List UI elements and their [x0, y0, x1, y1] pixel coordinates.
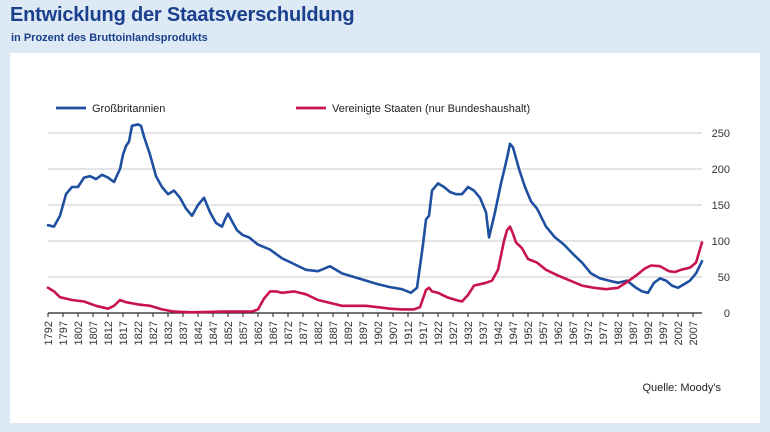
- legend-label: Großbritannien: [92, 103, 165, 115]
- x-tick-label: 1997: [658, 321, 670, 345]
- x-tick-label: 1992: [643, 321, 655, 345]
- x-tick-label: 1882: [313, 321, 325, 345]
- x-tick-label: 1852: [223, 321, 235, 345]
- x-tick-label: 1802: [73, 321, 85, 345]
- x-tick-label: 1942: [493, 321, 505, 345]
- x-tick-label: 1922: [433, 321, 445, 345]
- source-note: Quelle: Moody's: [642, 382, 721, 394]
- y-tick-label: 150: [712, 200, 730, 212]
- x-tick-label: 1987: [628, 321, 640, 345]
- x-tick-label: 1962: [553, 321, 565, 345]
- chart-title: Entwicklung der Staatsverschuldung: [10, 4, 355, 26]
- x-tick-label: 1927: [448, 321, 460, 345]
- chart-subtitle: in Prozent des Bruttoinlandsprodukts: [11, 32, 208, 44]
- x-tick-label: 1872: [283, 321, 295, 345]
- x-tick-label: 1837: [178, 321, 190, 345]
- x-tick-label: 1812: [103, 321, 115, 345]
- x-tick-label: 1842: [193, 321, 205, 345]
- x-tick-label: 1877: [298, 321, 310, 345]
- x-tick-label: 2002: [673, 321, 685, 345]
- x-tick-label: 1917: [418, 321, 430, 345]
- x-axis: 1792 1797 1802 1807 1812 1817 1822 1827 1832 1837…: [43, 313, 700, 345]
- y-tick-label: 100: [712, 236, 730, 248]
- series-line-vereinigte-staaten: [46, 225, 704, 314]
- x-tick-label: 2007: [688, 321, 700, 345]
- x-tick-label: 1952: [523, 321, 535, 345]
- x-tick-label: 1857: [238, 321, 250, 345]
- x-tick-label: 1817: [118, 321, 130, 345]
- y-tick-label: 200: [712, 164, 730, 176]
- x-tick-label: 1932: [463, 321, 475, 345]
- x-tick-label: 1912: [403, 321, 415, 345]
- series-layer: [46, 123, 704, 314]
- x-tick-label: 1822: [133, 321, 145, 345]
- x-tick-label: 1957: [538, 321, 550, 345]
- x-tick-label: 1902: [373, 321, 385, 345]
- x-tick-label: 1847: [208, 321, 220, 345]
- x-tick-label: 1907: [388, 321, 400, 345]
- y-tick-label: 250: [712, 128, 730, 140]
- legend-item-grossbritannien: Großbritannien: [56, 103, 165, 115]
- legend-item-vereinigte-staaten: Vereinigte Staaten (nur Bundeshaushalt): [296, 103, 530, 115]
- x-tick-label: 1792: [43, 321, 55, 345]
- x-tick-label: 1862: [253, 321, 265, 345]
- x-tick-label: 1797: [58, 321, 70, 345]
- x-tick-label: 1937: [478, 321, 490, 345]
- legend: Großbritannien Vereinigte Staaten (nur Bu…: [56, 103, 530, 115]
- grid-layer: [48, 132, 702, 314]
- x-tick-label: 1892: [343, 321, 355, 345]
- legend-label: Vereinigte Staaten (nur Bundeshaushalt): [332, 103, 530, 115]
- x-tick-label: 1827: [148, 321, 160, 345]
- y-axis: 0 50 100 150 200 250: [712, 128, 730, 320]
- x-tick-label: 1982: [613, 321, 625, 345]
- chart-panel: Großbritannien Vereinigte Staaten (nur Bu…: [10, 53, 760, 423]
- series-line-grossbritannien: [46, 123, 704, 295]
- x-tick-label: 1947: [508, 321, 520, 345]
- x-tick-label: 1867: [268, 321, 280, 345]
- x-tick-label: 1897: [358, 321, 370, 345]
- x-tick-label: 1832: [163, 321, 175, 345]
- x-tick-label: 1967: [568, 321, 580, 345]
- x-tick-label: 1887: [328, 321, 340, 345]
- x-tick-label: 1972: [583, 321, 595, 345]
- y-tick-label: 0: [724, 308, 730, 320]
- x-tick-label: 1977: [598, 321, 610, 345]
- y-tick-label: 50: [718, 272, 730, 284]
- x-tick-label: 1807: [88, 321, 100, 345]
- line-chart: Großbritannien Vereinigte Staaten (nur Bu…: [43, 103, 730, 394]
